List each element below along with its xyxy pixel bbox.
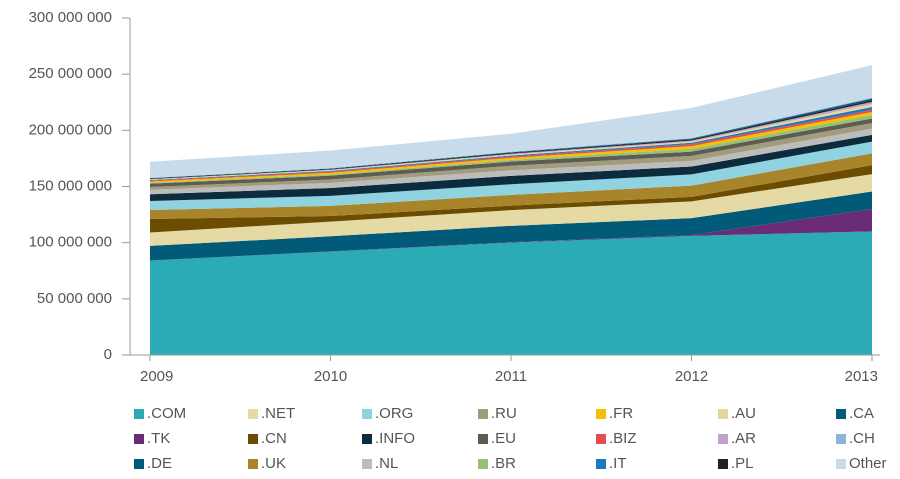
x-tick-label: 2009: [140, 368, 173, 385]
legend-label: .ORG: [375, 405, 413, 422]
legend-swatch: [478, 434, 488, 444]
area: [150, 65, 872, 178]
area: [150, 208, 872, 261]
legend-swatch: [248, 459, 258, 469]
y-tick-label: 300 000 000: [29, 9, 112, 26]
legend-label: .AU: [731, 405, 756, 422]
legend-label: .NET: [261, 405, 295, 422]
x-tick-label: 2012: [675, 368, 708, 385]
legend-swatch: [362, 459, 372, 469]
legend-label: .RU: [491, 405, 517, 422]
y-tick-label: 200 000 000: [29, 121, 112, 138]
legend-label: .INFO: [375, 430, 415, 447]
y-tick-label: 50 000 000: [37, 290, 112, 307]
area: [150, 141, 872, 210]
legend-label: Other: [849, 455, 887, 472]
x-tick-label: 2011: [495, 368, 527, 385]
area: [150, 153, 872, 219]
area: [150, 165, 872, 233]
legend-swatch: [134, 459, 144, 469]
legend-label: .UK: [261, 455, 286, 472]
legend-swatch: [248, 434, 258, 444]
x-tick-label: 2013: [845, 368, 878, 385]
legend-label: .PL: [731, 455, 754, 472]
area: [150, 191, 872, 261]
area: [150, 134, 872, 201]
legend-label: .COM: [147, 405, 186, 422]
area: [150, 231, 872, 355]
legend-label: .NL: [375, 455, 398, 472]
legend-swatch: [836, 459, 846, 469]
legend-swatch: [718, 409, 728, 419]
legend-swatch: [718, 434, 728, 444]
legend-label: .CN: [261, 430, 287, 447]
legend-swatch: [836, 409, 846, 419]
legend-label: .TK: [147, 430, 170, 447]
y-tick-label: 250 000 000: [29, 65, 112, 82]
legend-swatch: [134, 434, 144, 444]
legend-swatch: [596, 459, 606, 469]
legend-swatch: [362, 434, 372, 444]
legend-swatch: [248, 409, 258, 419]
y-tick-label: 100 000 000: [29, 234, 112, 251]
legend-swatch: [478, 459, 488, 469]
legend-swatch: [596, 409, 606, 419]
legend-swatch: [836, 434, 846, 444]
legend-swatch: [718, 459, 728, 469]
legend-label: .IT: [609, 455, 627, 472]
legend-label: .FR: [609, 405, 633, 422]
legend-label: .BIZ: [609, 430, 637, 447]
legend-swatch: [596, 434, 606, 444]
legend-swatch: [362, 409, 372, 419]
legend-label: .BR: [491, 455, 516, 472]
legend-swatch: [134, 409, 144, 419]
x-tick-label: 2010: [314, 368, 347, 385]
legend-label: .AR: [731, 430, 756, 447]
legend-label: .CH: [849, 430, 875, 447]
y-tick-label: 0: [104, 346, 112, 363]
legend-label: .CA: [849, 405, 874, 422]
area: [150, 128, 872, 195]
legend-label: .EU: [491, 430, 516, 447]
area: [150, 174, 872, 246]
y-tick-label: 150 000 000: [29, 177, 112, 194]
legend-label: .DE: [147, 455, 172, 472]
legend-swatch: [478, 409, 488, 419]
